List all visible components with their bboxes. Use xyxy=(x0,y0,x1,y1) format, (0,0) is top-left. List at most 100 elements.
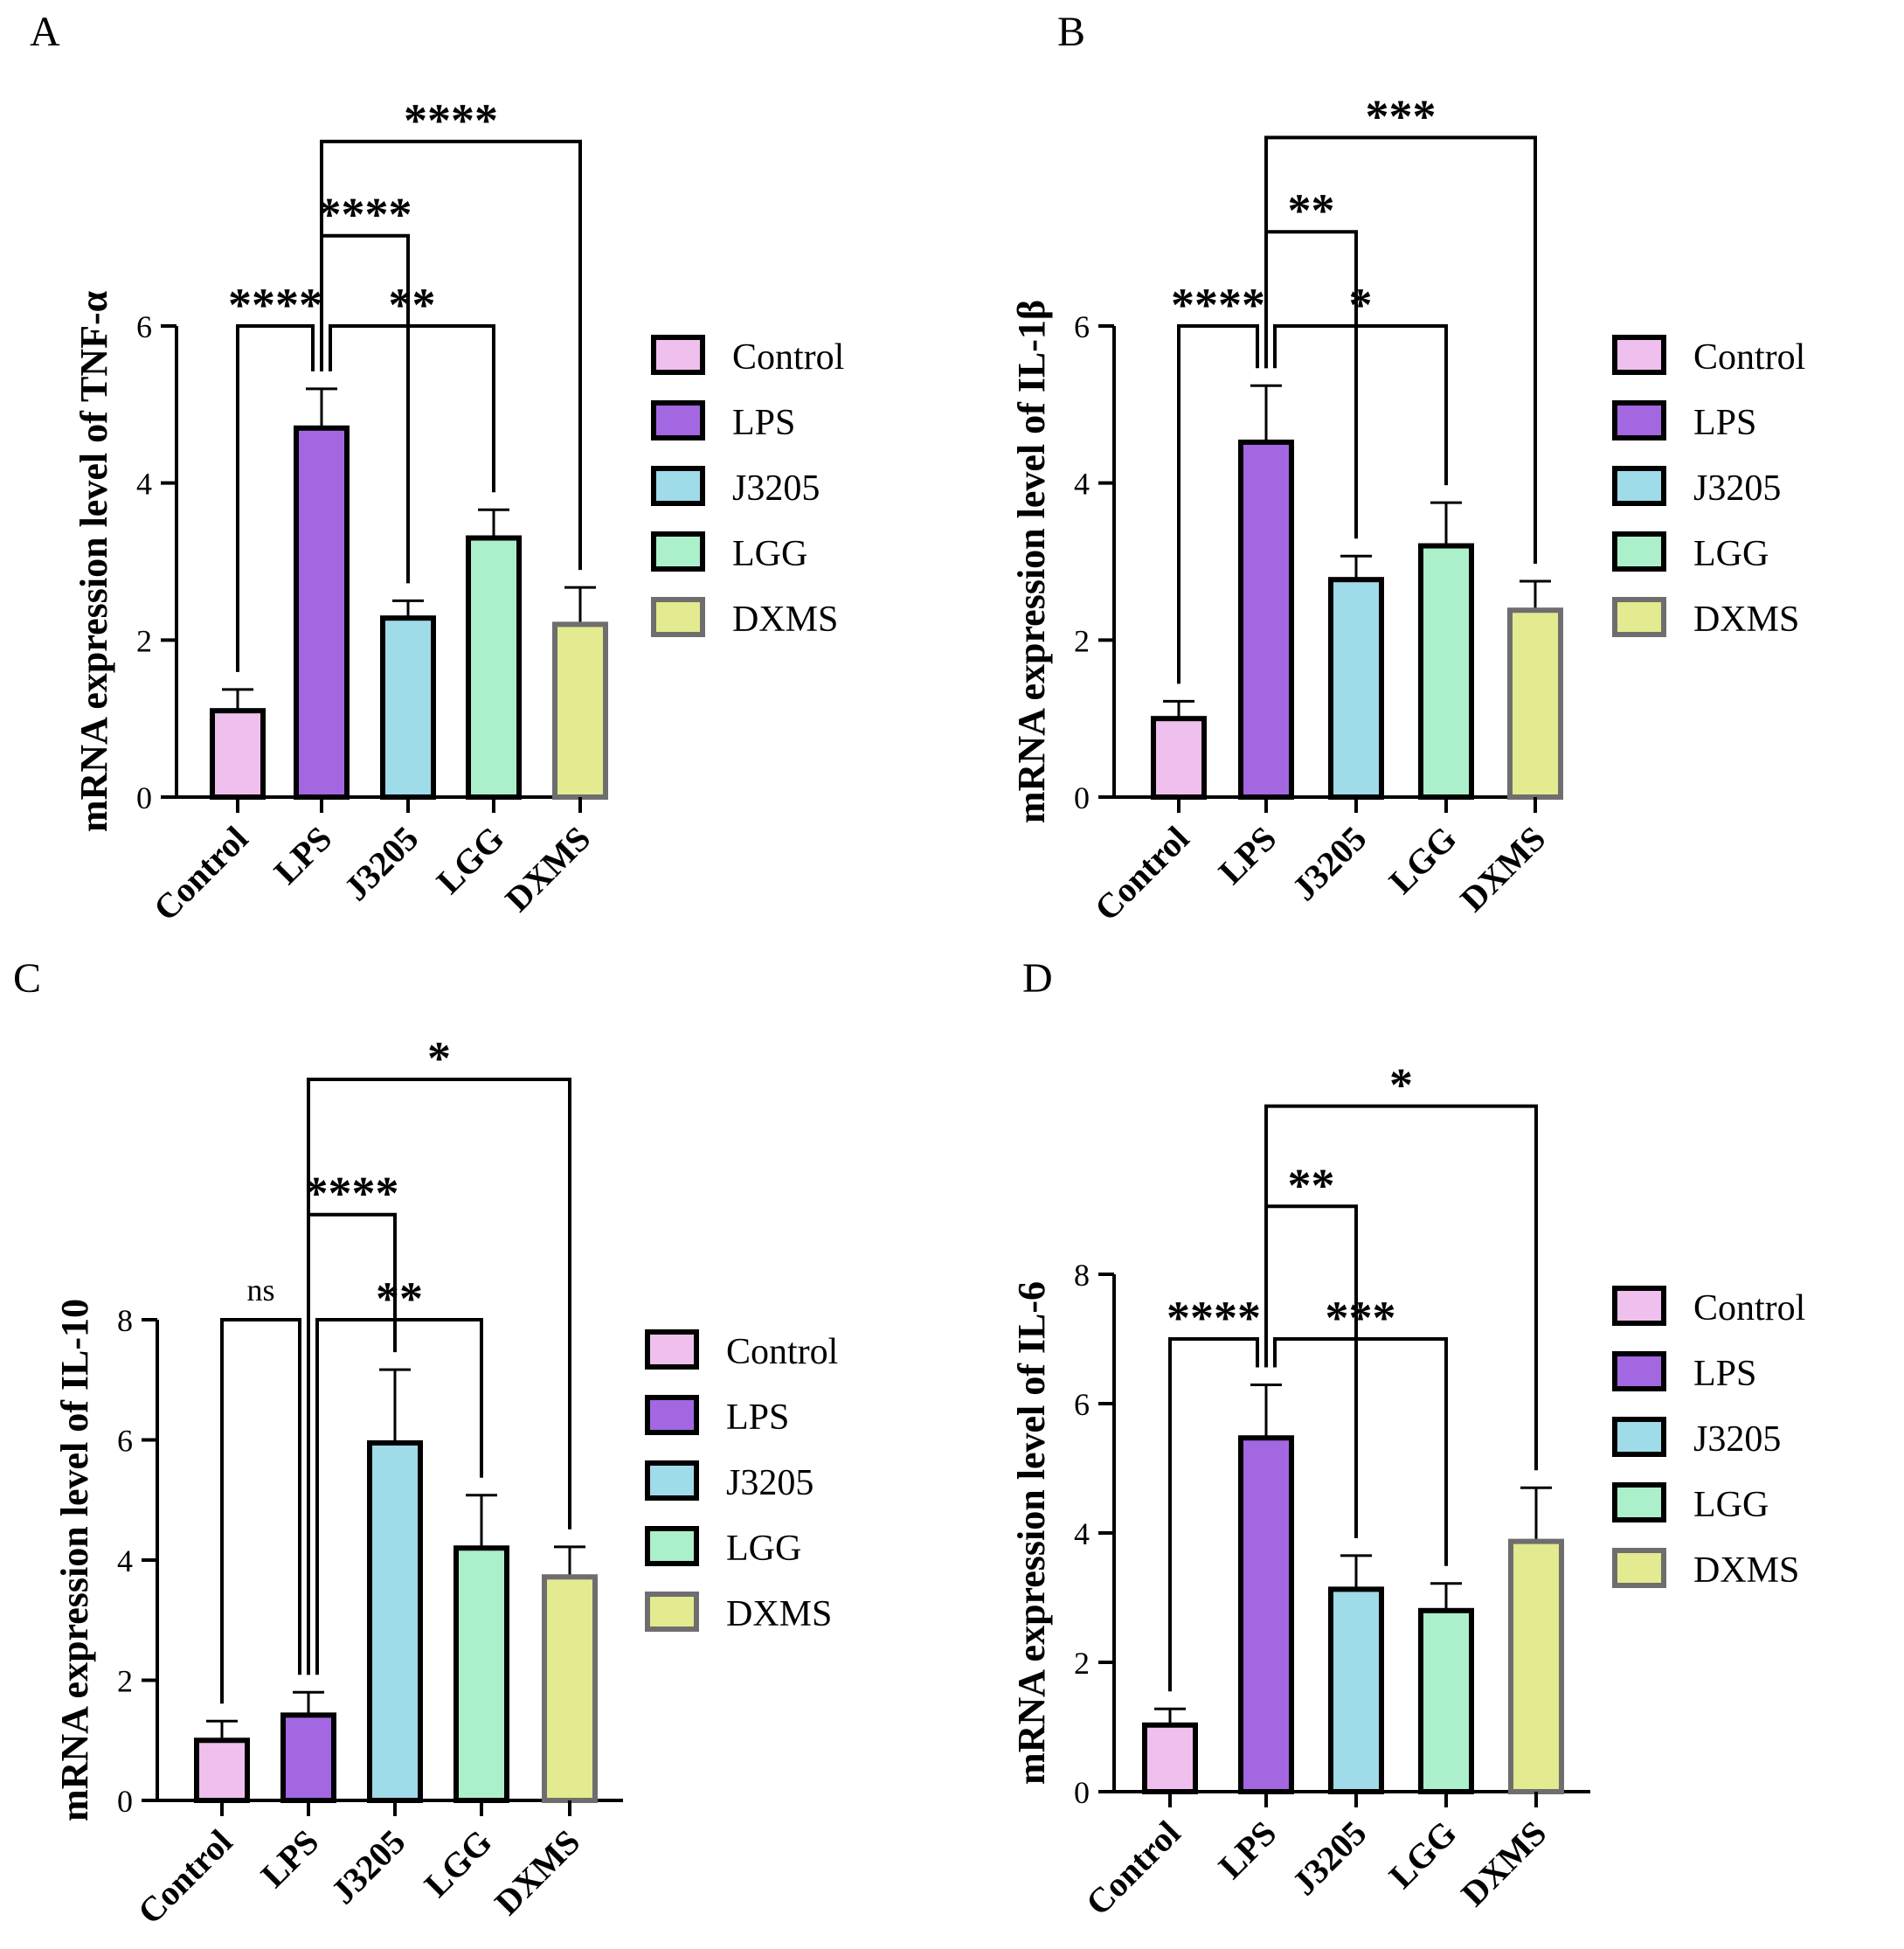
legend-swatch-control xyxy=(651,335,705,375)
legend-swatch-dxms xyxy=(1612,1548,1666,1588)
legend-label: J3205 xyxy=(726,1463,814,1503)
y-tick-label: 0 xyxy=(1074,780,1090,815)
legend-label: J3205 xyxy=(1693,468,1781,509)
significance-bracket xyxy=(315,1318,483,1675)
legend-label: LGG xyxy=(1693,1485,1769,1525)
legend-label: Control xyxy=(732,337,844,378)
y-tick-label: 2 xyxy=(1074,1646,1090,1681)
bar-control xyxy=(194,1737,250,1803)
legend-label: LGG xyxy=(732,534,807,574)
legend-label: J3205 xyxy=(732,468,820,509)
legend-label: DXMS xyxy=(726,1594,832,1634)
significance-bracket xyxy=(1273,1337,1448,1566)
bar-lps xyxy=(280,1712,336,1803)
significance-bracket xyxy=(1168,1337,1259,1692)
bar-lgg xyxy=(1418,543,1474,800)
bar-dxms xyxy=(552,621,608,800)
bar-lgg xyxy=(466,535,522,800)
bar-dxms xyxy=(542,1574,598,1803)
bar-lps xyxy=(294,425,350,800)
y-tick-label: 6 xyxy=(1074,309,1090,344)
legend-swatch-lps xyxy=(1612,400,1666,440)
significance-bracket xyxy=(1177,324,1259,684)
significance-bracket xyxy=(236,324,315,672)
significance-label: ** xyxy=(389,279,436,331)
legend-swatch-lps xyxy=(1612,1351,1666,1391)
significance-label: **** xyxy=(404,94,498,147)
legend-label: LPS xyxy=(1693,1354,1756,1394)
significance-bracket xyxy=(320,139,582,571)
legend-swatch-lps xyxy=(645,1395,699,1435)
significance-bracket xyxy=(307,1078,571,1675)
y-axis-label: mRNA expression level of IL-10 xyxy=(53,1299,96,1821)
significance-label: ** xyxy=(1288,1159,1335,1211)
significance-label: **** xyxy=(1167,1292,1261,1344)
y-tick-label: 0 xyxy=(117,1784,133,1819)
y-tick-label: 4 xyxy=(1074,1516,1090,1551)
significance-bracket xyxy=(1264,135,1537,564)
bar-dxms xyxy=(1507,607,1563,800)
panel-letter: D xyxy=(1022,955,1053,1002)
y-axis-label: mRNA expression level of IL-6 xyxy=(1010,1281,1053,1785)
y-axis-label: mRNA expression level of IL-1β xyxy=(1010,300,1053,823)
bar-j3205 xyxy=(380,615,436,800)
legend-swatch-lgg xyxy=(651,531,705,572)
significance-bracket xyxy=(1273,324,1448,486)
significance-bracket xyxy=(1264,1104,1538,1471)
significance-bracket xyxy=(220,1318,301,1704)
y-tick-label: 4 xyxy=(1074,467,1090,502)
legend-swatch-lps xyxy=(651,400,705,440)
y-tick-label: 0 xyxy=(136,780,152,815)
bar-j3205 xyxy=(1328,1586,1384,1794)
legend-label: Control xyxy=(1693,337,1805,378)
legend-label: LGG xyxy=(1693,534,1769,574)
legend-label: Control xyxy=(726,1332,838,1372)
y-tick-label: 4 xyxy=(136,467,152,502)
significance-label: ** xyxy=(376,1273,423,1325)
panel-letter: A xyxy=(30,9,60,55)
legend-swatch-j3205 xyxy=(651,466,705,506)
y-tick-label: 4 xyxy=(117,1543,133,1578)
significance-label: **** xyxy=(1171,279,1265,331)
significance-label: * xyxy=(1349,279,1373,331)
legend-swatch-control xyxy=(1612,1286,1666,1326)
panel-letter: C xyxy=(13,955,41,1002)
y-tick-label: 0 xyxy=(1074,1775,1090,1810)
bar-control xyxy=(210,708,266,801)
legend-label: DXMS xyxy=(1693,600,1799,640)
y-tick-label: 6 xyxy=(117,1424,133,1459)
significance-label: ns xyxy=(246,1273,274,1307)
significance-label: **** xyxy=(228,279,322,331)
y-tick-label: 2 xyxy=(1074,623,1090,658)
legend-swatch-j3205 xyxy=(1612,1417,1666,1457)
y-tick-label: 2 xyxy=(136,623,152,658)
bar-lgg xyxy=(453,1545,509,1803)
bar-dxms xyxy=(1508,1538,1564,1794)
panel-letter: B xyxy=(1057,9,1085,55)
legend-swatch-dxms xyxy=(1612,597,1666,637)
significance-label: **** xyxy=(318,189,412,241)
bar-lgg xyxy=(1418,1607,1474,1795)
y-tick-label: 8 xyxy=(1074,1258,1090,1293)
significance-label: **** xyxy=(305,1168,399,1220)
significance-label: * xyxy=(1389,1059,1413,1112)
legend-swatch-lgg xyxy=(645,1526,699,1566)
significance-bracket xyxy=(329,324,495,493)
legend-label: LGG xyxy=(726,1529,801,1569)
legend-label: DXMS xyxy=(1693,1550,1799,1591)
y-tick-label: 2 xyxy=(117,1664,133,1699)
significance-label: *** xyxy=(1326,1292,1396,1344)
bar-control xyxy=(1151,716,1207,801)
significance-label: * xyxy=(427,1032,451,1085)
legend-swatch-control xyxy=(1612,335,1666,375)
legend-label: Control xyxy=(1693,1288,1805,1328)
y-tick-label: 8 xyxy=(117,1303,133,1338)
y-tick-label: 6 xyxy=(136,309,152,344)
significance-label: *** xyxy=(1366,90,1437,142)
bar-lps xyxy=(1238,1435,1294,1794)
legend-swatch-control xyxy=(645,1329,699,1370)
bar-control xyxy=(1142,1722,1198,1795)
legend-swatch-j3205 xyxy=(645,1460,699,1501)
